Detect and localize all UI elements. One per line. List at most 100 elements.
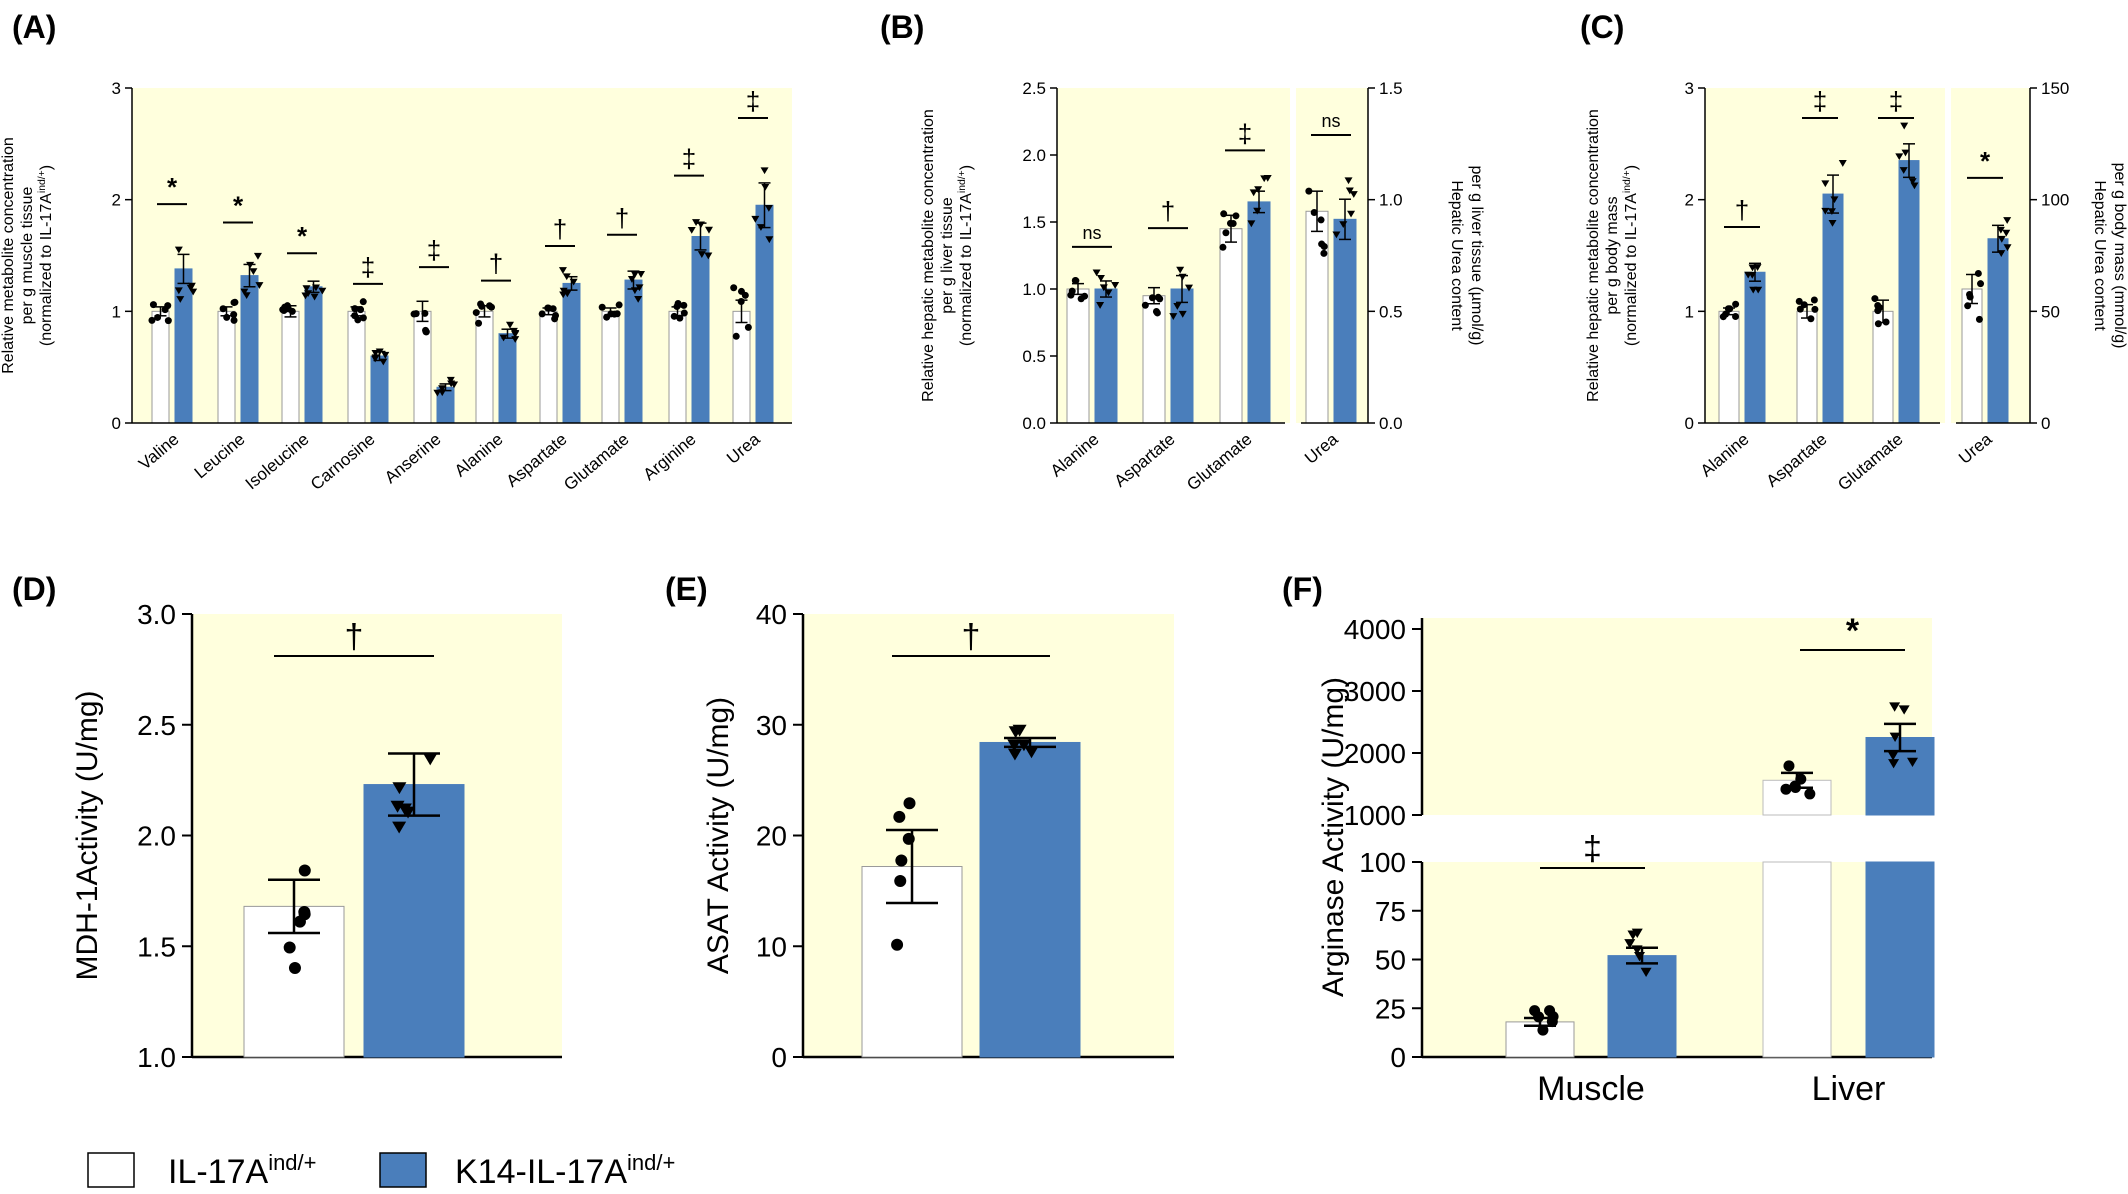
legend-swatch-control [87, 1152, 135, 1188]
treated-valine-point [187, 282, 196, 290]
treated-aspartate-point [559, 287, 568, 295]
control-muscle-point [1546, 1016, 1558, 1028]
treated-urea-point [2003, 217, 2012, 224]
control-point [895, 854, 908, 867]
treated-urea-point [1996, 226, 2005, 234]
chart-panel-e: 0 10 20 30 40 ASAT Activity (U/mg) † [702, 599, 1174, 1073]
control-alanine-bar [1718, 310, 1740, 424]
treated-urea-point [1997, 235, 2006, 243]
control-aspartate-point [1795, 297, 1803, 305]
treated-arginine-point [687, 227, 696, 234]
treated-urea-point [1349, 191, 1358, 198]
y-tick-label: 20 [756, 821, 787, 852]
significance-liver-label: * [1846, 612, 1860, 650]
treated-alanine-point [1749, 286, 1758, 294]
control-muscle-point [1533, 1011, 1545, 1023]
y-axis-label: Relative hepatic metabolite concentratio… [920, 109, 937, 402]
x-tick-label: Anserine [381, 430, 445, 488]
control-aspartate-point [1800, 301, 1808, 309]
y-tick-label: 1 [112, 302, 121, 321]
control-glutamate-point [1232, 212, 1240, 220]
treated-leucine-point [246, 261, 255, 269]
control-aspartate-bar [1142, 295, 1166, 424]
treated-anserine-point [433, 389, 442, 397]
panel-label-e: (E) [665, 571, 708, 607]
treated-anserine-point [438, 385, 447, 393]
treated-urea-point [1339, 221, 1348, 229]
control-aspartate-point [544, 304, 552, 312]
treated-urea-point [1344, 177, 1353, 185]
control-glutamate-point [1219, 243, 1227, 251]
control-urea-point [732, 332, 740, 340]
treated-liver-point [1888, 759, 1900, 769]
treated-urea-point [2002, 229, 2011, 237]
treated-glutamate-point [1900, 122, 1909, 130]
treated-aspartate-bar [1822, 193, 1844, 424]
control-valine-point [149, 301, 157, 309]
control-liver-point [1789, 782, 1801, 794]
treated-muscle-point [1631, 945, 1643, 955]
control-valine-point [164, 302, 172, 310]
x-tick-label: Alanine [451, 430, 507, 481]
control-urea-point [1317, 216, 1325, 224]
treated-point [423, 753, 438, 766]
treated-valine-point [174, 287, 183, 295]
control-point [283, 941, 296, 954]
control-alanine-point [478, 302, 486, 310]
control-urea-point [1320, 243, 1328, 251]
chart-panel-a: 0 1 2 3 Relative metabolite concentration per… [0, 79, 792, 494]
control-urea-point [1310, 209, 1318, 217]
treated-aspartate-point [1838, 160, 1847, 167]
y-tick-label: 0 [771, 1042, 787, 1073]
x-tick-label: Arginine [640, 430, 700, 485]
y-tick-label: 2000 [1344, 738, 1406, 769]
legend-control-sup: ind/+ [268, 1150, 316, 1175]
y-axis-label: (normalized to IL-17Aind/+) [1622, 165, 1640, 346]
treated-carnosine-point [381, 351, 390, 359]
control-point [894, 875, 907, 888]
x-tick-label: Valine [135, 430, 182, 474]
control-liver-point [1795, 773, 1807, 785]
treated-point [392, 821, 407, 834]
control-arginine-bar [668, 310, 687, 424]
treated-glutamate-bar [1898, 160, 1920, 424]
treated-point [1012, 724, 1027, 737]
y-tick-label: 1000 [1344, 800, 1406, 831]
treated-aspartate-bar [562, 282, 581, 424]
y-tick-label: 2.0 [137, 821, 176, 852]
significance-muscle-label: ‡ [1583, 830, 1602, 868]
y-axis-label: per g liver tissue [939, 197, 956, 314]
control-point [891, 938, 904, 951]
treated-bar [979, 741, 1081, 1058]
treated-alanine-point [1092, 269, 1101, 277]
control-glutamate-point [1220, 210, 1228, 218]
x-tick-label: Glutamate [1183, 430, 1255, 495]
treated-urea-point [1332, 231, 1341, 239]
treated-point [392, 782, 407, 795]
significance-urea-label: ns [1321, 111, 1340, 131]
legend-label-control: IL-17Aind/+ [168, 1150, 317, 1191]
y-axis-label: ASAT Activity (U/mg) [702, 697, 735, 974]
x-tick-label: Carnosine [307, 430, 379, 494]
treated-glutamate-point [1263, 174, 1272, 182]
x-tick-label: Alanine [1047, 430, 1103, 481]
control-aspartate-point [538, 310, 546, 318]
y-tick-label-right: 0.0 [1379, 414, 1403, 433]
treated-alanine-point [1111, 282, 1120, 289]
control-aspartate-point [551, 315, 559, 323]
y-tick-label: 100 [1359, 847, 1406, 878]
treated-alanine-point [505, 321, 514, 329]
treated-urea-point [2003, 244, 2012, 252]
control-carnosine-bar [347, 310, 366, 424]
treated-urea-point [1997, 250, 2006, 257]
treated-glutamate-point [634, 295, 643, 303]
y-tick-label: 40 [756, 599, 787, 630]
control-glutamate-bar [1219, 228, 1243, 424]
treated-alanine-point [1099, 284, 1108, 292]
significance-carnosine-label: ‡ [361, 252, 375, 282]
y-tick-label: 2 [112, 191, 121, 210]
control-aspartate-point [1807, 315, 1815, 323]
legend-treated-sup: ind/+ [627, 1150, 675, 1175]
treated-urea-point [764, 204, 773, 212]
